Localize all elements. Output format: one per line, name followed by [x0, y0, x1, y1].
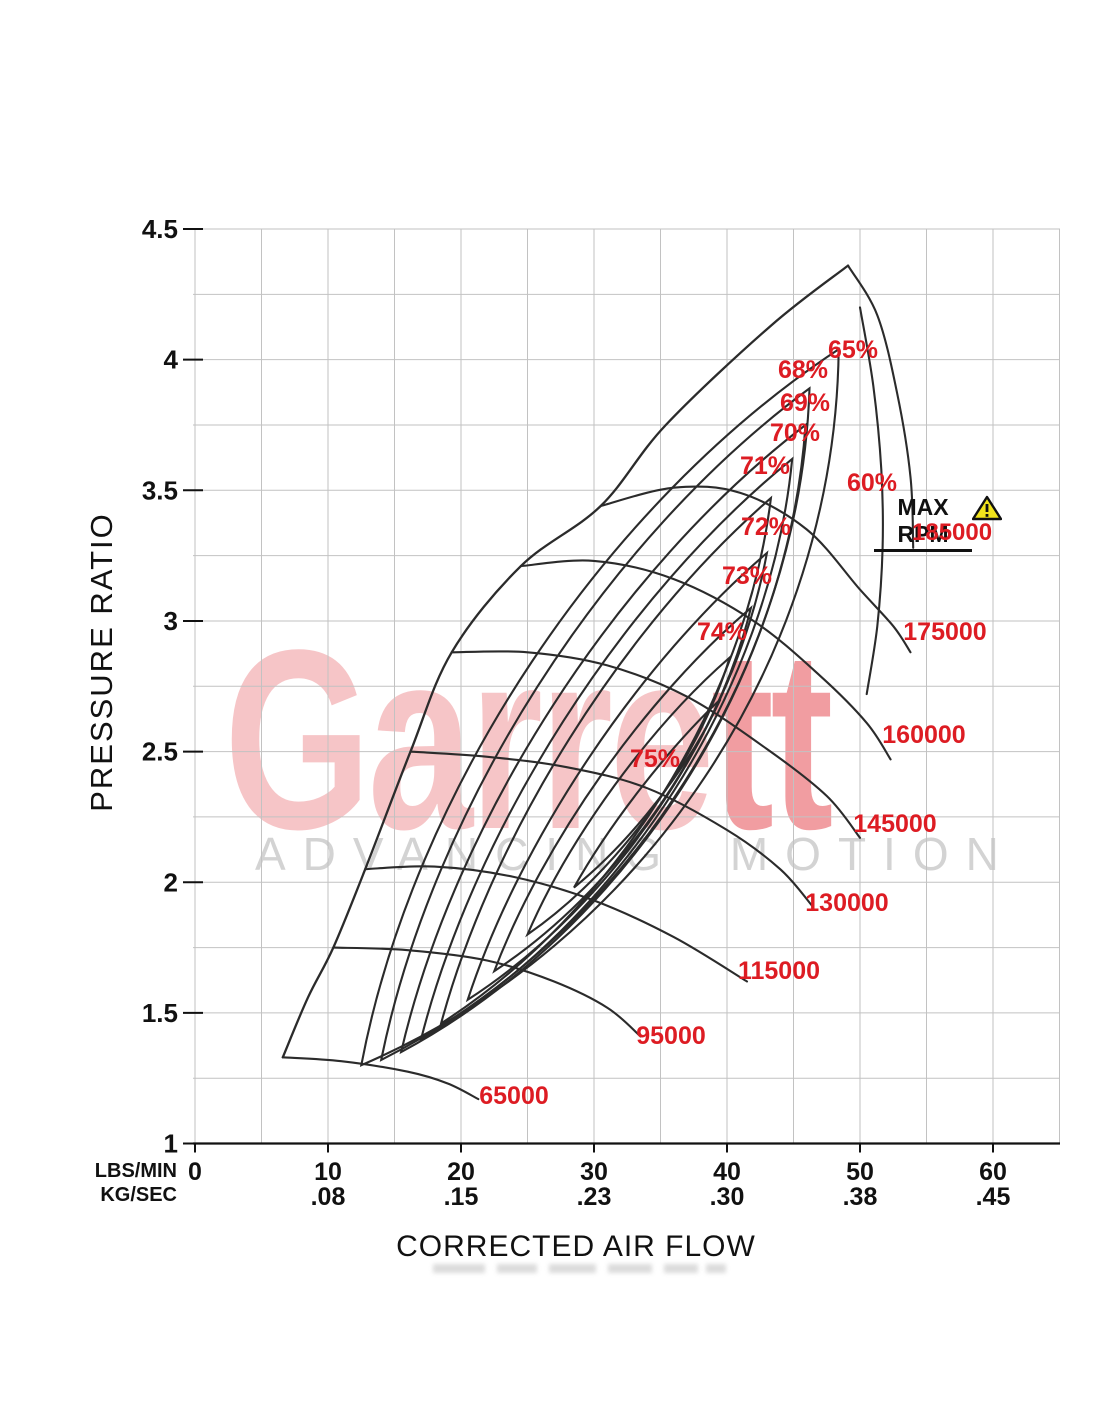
y-tick-label: 2: [164, 867, 178, 897]
y-axis-title: PRESSURE RATIO: [84, 512, 119, 812]
efficiency-label-72%: 72%: [741, 513, 791, 541]
garrett-watermark: Garrett: [224, 612, 833, 868]
efficiency-label-65%: 65%: [828, 336, 878, 364]
efficiency-contour-60%: [858, 306, 884, 696]
y-tick-label: 4.5: [142, 214, 178, 244]
max-rpm-value: 185000: [912, 519, 993, 546]
efficiency-island-68%: [379, 386, 811, 1062]
speed-line-145000: [450, 650, 862, 839]
speed-line-160000: [519, 559, 892, 761]
blur-artifact: [549, 1264, 596, 1273]
blur-artifact: [497, 1264, 537, 1273]
blur-artifact: [433, 1264, 485, 1273]
efficiency-island-65%: [359, 347, 840, 1067]
efficiency-island-74%: [525, 654, 732, 938]
speed-label-160000: 160000: [882, 721, 965, 749]
efficiency-island-73%: [492, 605, 753, 974]
speed-line-130000: [409, 750, 814, 907]
x-tick-label-lbs: 50: [846, 1158, 874, 1186]
efficiency-island-75%: [573, 698, 722, 889]
x-tick-label-lbs: 20: [447, 1158, 475, 1186]
efficiency-label-75%: 75%: [630, 745, 680, 773]
efficiency-label-71%: 71%: [740, 452, 790, 480]
efficiency-label-74%: 74%: [697, 618, 747, 646]
speed-line-65000: [281, 1056, 480, 1101]
efficiency-island-70%: [419, 456, 794, 1042]
x-tick-label-lbs: 60: [979, 1158, 1007, 1186]
efficiency-label-70%: 70%: [770, 419, 820, 447]
x-units-kg-label: KG/SEC: [100, 1184, 177, 1206]
speed-label-65000: 65000: [479, 1082, 549, 1110]
warning-triangle-icon: [972, 495, 1002, 521]
x-units-lbs-label: LBS/MIN: [95, 1160, 177, 1182]
blur-artifact: [664, 1264, 698, 1273]
x-tick-label-kg: .45: [976, 1183, 1011, 1211]
speed-label-145000: 145000: [853, 810, 936, 838]
y-tick-label: 4: [164, 345, 179, 375]
efficiency-label-60%: 60%: [847, 469, 897, 497]
efficiency-island-72%: [465, 550, 769, 1003]
speed-label-130000: 130000: [805, 889, 888, 917]
x-axis-title: CORRECTED AIR FLOW: [396, 1230, 756, 1263]
speed-label-175000: 175000: [903, 618, 986, 646]
max-rpm-label: MAX RPM: [874, 494, 972, 552]
speed-label-115000: 115000: [738, 957, 820, 985]
y-tick-label: 2.5: [142, 737, 178, 767]
x-tick-label-lbs: 30: [580, 1158, 608, 1186]
x-tick-label-lbs: 10: [314, 1158, 342, 1186]
speed-line-185000: [846, 264, 915, 549]
x-tick-label-kg: .38: [843, 1183, 878, 1211]
x-tick-label-kg: .30: [710, 1183, 745, 1211]
x-tick-label-kg: .08: [311, 1183, 346, 1211]
efficiency-label-68%: 68%: [778, 356, 828, 384]
blur-artifact: [608, 1264, 652, 1273]
garrett-watermark-light: Garre: [224, 597, 715, 883]
y-tick-label: 1.5: [142, 998, 178, 1028]
x-tick-label-kg: .15: [444, 1183, 479, 1211]
y-tick-label: 1: [164, 1129, 178, 1159]
x-tick-label-lbs: 40: [713, 1158, 741, 1186]
efficiency-label-73%: 73%: [722, 562, 772, 590]
grid: [193, 228, 1060, 1145]
speed-label-95000: 95000: [636, 1022, 706, 1050]
x-tick-label-kg: .23: [577, 1183, 612, 1211]
blur-artifact: [706, 1264, 726, 1273]
x-tick-label-lbs: 0: [188, 1158, 202, 1186]
speed-line-95000: [332, 946, 642, 1038]
speed-line-115000: [364, 865, 749, 983]
y-tick-label: 3.5: [142, 475, 178, 505]
axes: [183, 228, 1060, 1153]
surge-line: [281, 264, 850, 1059]
efficiency-island-69%: [399, 422, 807, 1055]
efficiency-label-69%: 69%: [780, 389, 830, 417]
speed-line-175000: [599, 485, 912, 654]
map-curves: [281, 264, 915, 1101]
y-tick-label: 3: [164, 606, 178, 636]
